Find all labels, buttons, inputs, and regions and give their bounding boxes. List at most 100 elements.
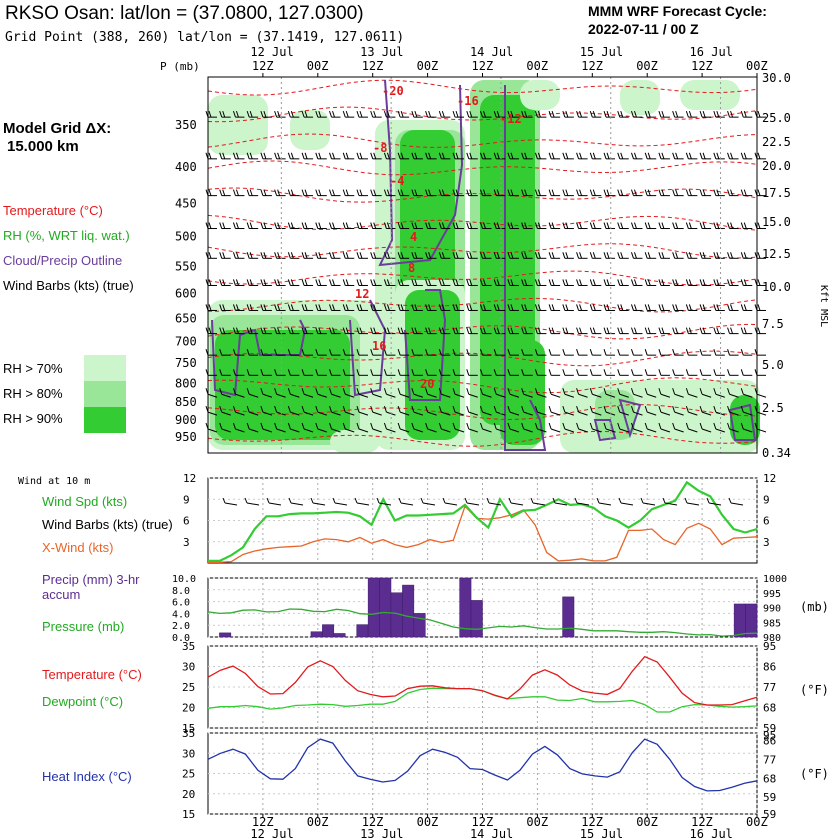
wind-barb-feather (397, 348, 401, 356)
wind-barb-feather (359, 279, 363, 286)
wind-barb-feather (263, 152, 267, 160)
wind-barb-feather (370, 422, 374, 430)
surface-wind-barb (378, 502, 392, 506)
wind-barb-feather (483, 327, 486, 334)
wind-barb-feather (274, 279, 278, 286)
wind-barb-feather (685, 348, 689, 356)
wind-barb-feather (589, 252, 593, 259)
wind-barb-feather (606, 327, 610, 334)
wind-barb-feather (428, 252, 432, 259)
wind-barb-feather (359, 222, 363, 229)
surface-wind-barb-feather (618, 497, 622, 504)
wind-barb-feather (589, 327, 593, 334)
wind-barb-feather (716, 189, 720, 196)
wind-barb-feather (592, 304, 596, 311)
top-hour-label: 00Z (746, 59, 768, 73)
wind-barb-feather (455, 222, 459, 229)
wind-barb-feather (699, 405, 703, 413)
cloud-outlines (211, 79, 757, 451)
wind-barb-feather (699, 304, 703, 311)
wind-barb-feather (315, 152, 319, 160)
wind-barb-feather (562, 110, 566, 118)
wind-barb-feather (534, 304, 538, 311)
wind-barb-feather (260, 222, 264, 229)
wind-barb-feather (397, 222, 401, 229)
wind-barb (715, 393, 725, 398)
wind-barb-feather (727, 327, 731, 334)
wind-barb-feather (383, 189, 387, 196)
wind-barb-feather (699, 110, 703, 118)
wind-barb-feather (727, 222, 731, 229)
wind-barb-feather (400, 304, 404, 311)
wind-barb (454, 393, 465, 398)
wind-barb-feather (534, 348, 538, 356)
wind-barb-feather (246, 222, 250, 229)
precip-tick-left: 10.0 (172, 574, 196, 585)
wind-barb-feather (425, 189, 429, 196)
wind-barb-feather (274, 348, 278, 356)
wind-barb-feather (565, 327, 569, 334)
model-grid-value: 15.000 km (7, 138, 79, 155)
wind-barb-feather (222, 327, 226, 334)
wind-barb-feather (452, 388, 456, 395)
wind-barb (647, 393, 657, 398)
forecast-cycle-title: MMM WRF Forecast Cycle: (588, 3, 767, 19)
wind-barb (523, 428, 533, 433)
wind-10m-title: Wind at 10 m (18, 476, 91, 487)
wind-barb-feather (246, 110, 250, 118)
wind-barb-feather (260, 252, 264, 259)
wind-barb (647, 411, 657, 416)
wind-barb-feather (658, 405, 662, 413)
wind-barb-feather (411, 422, 415, 430)
wind-barb-feather (425, 222, 429, 229)
wind-barb-feather (411, 252, 415, 259)
wind-barb-feather (716, 252, 720, 259)
wind-barb-feather (219, 152, 223, 160)
wind-barb-feather (685, 252, 689, 259)
wind-barb-feather (534, 405, 538, 413)
wind-barb-feather (329, 304, 332, 311)
precip-tick-left: 4.0 (172, 609, 190, 620)
wind-barb-feather (658, 388, 662, 395)
model-grid-label: Model Grid ΔX: (3, 120, 112, 137)
wind-barb-feather (672, 110, 676, 118)
wind-barb-feather (685, 110, 689, 118)
wind-barb-feather (411, 189, 415, 196)
wind-barb-feather (356, 222, 360, 229)
wind-barb-feather (551, 189, 555, 196)
wind-barb-feather (342, 110, 346, 118)
wind-barb-feather (397, 252, 401, 259)
wind-barb-feather (386, 152, 390, 160)
precip-bar (310, 631, 323, 638)
pressure-tick-label: 550 (175, 259, 197, 273)
wind-barb-feather (277, 279, 281, 286)
wind-barb (688, 428, 698, 433)
wind-barb (756, 428, 767, 433)
wind-barb-feather (411, 405, 415, 413)
wind-barb-feather (576, 304, 580, 311)
wind-barb-feather (356, 189, 360, 196)
wind-barb (550, 411, 561, 416)
wind-barb-feather (562, 422, 566, 430)
wind-barb-feather (301, 304, 305, 311)
wind-barb-feather (507, 252, 511, 259)
pressure-tick-right: 985 (763, 618, 781, 629)
wind-barb-feather (589, 110, 593, 118)
wind-barb-feather (716, 110, 720, 118)
wind-barb-feather (548, 279, 552, 286)
temp-tick-right: 86 (763, 661, 776, 674)
wind-barb-feather (466, 348, 470, 356)
wind-barb-feather (647, 222, 651, 229)
wind-barb-feather (524, 327, 528, 334)
wind-barb-feather (438, 252, 442, 259)
wind-barb-feather (274, 388, 278, 395)
wind-barb-feather (562, 252, 566, 259)
wind-barb-feather (397, 152, 401, 160)
wind-barb-feather (537, 152, 541, 160)
wind-barb-feather (480, 422, 483, 430)
wind-barb-feather (537, 279, 541, 286)
wind-barb-feather (716, 304, 720, 311)
wind-barb-feather (496, 110, 500, 118)
wind-barb-feather (493, 405, 497, 413)
wind-barb-feather (534, 279, 538, 286)
